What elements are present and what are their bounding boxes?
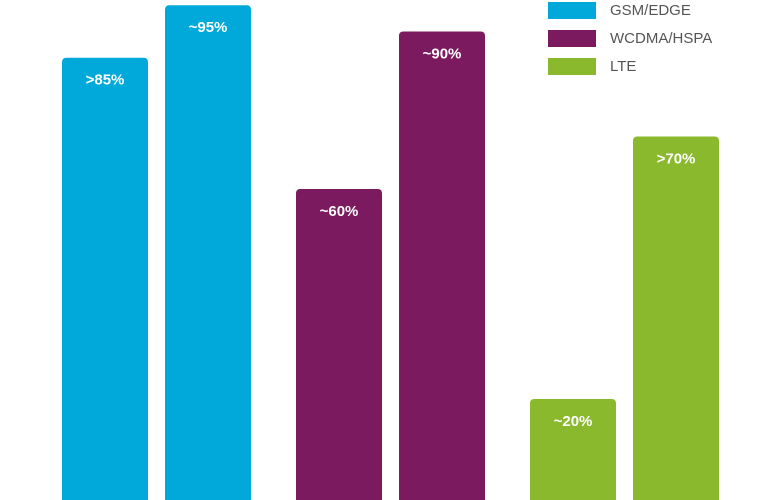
- legend-label: WCDMA/HSPA: [610, 30, 712, 47]
- bar: [296, 189, 382, 500]
- bar: [62, 57, 148, 500]
- legend-swatch: [548, 30, 596, 47]
- legend-label: LTE: [610, 58, 636, 75]
- legend-label: GSM/EDGE: [610, 2, 691, 19]
- value-label: ~95%: [189, 19, 228, 36]
- value-label: ~90%: [423, 45, 462, 62]
- value-label: >70%: [657, 150, 696, 167]
- legend-swatch: [548, 58, 596, 75]
- bar: [633, 136, 719, 500]
- legend-swatch: [548, 2, 596, 19]
- value-label: ~20%: [554, 413, 593, 430]
- bar: [530, 399, 616, 500]
- value-label: ~60%: [320, 203, 359, 220]
- value-label: >85%: [86, 72, 125, 89]
- bar: [165, 5, 251, 500]
- bar: [399, 31, 485, 500]
